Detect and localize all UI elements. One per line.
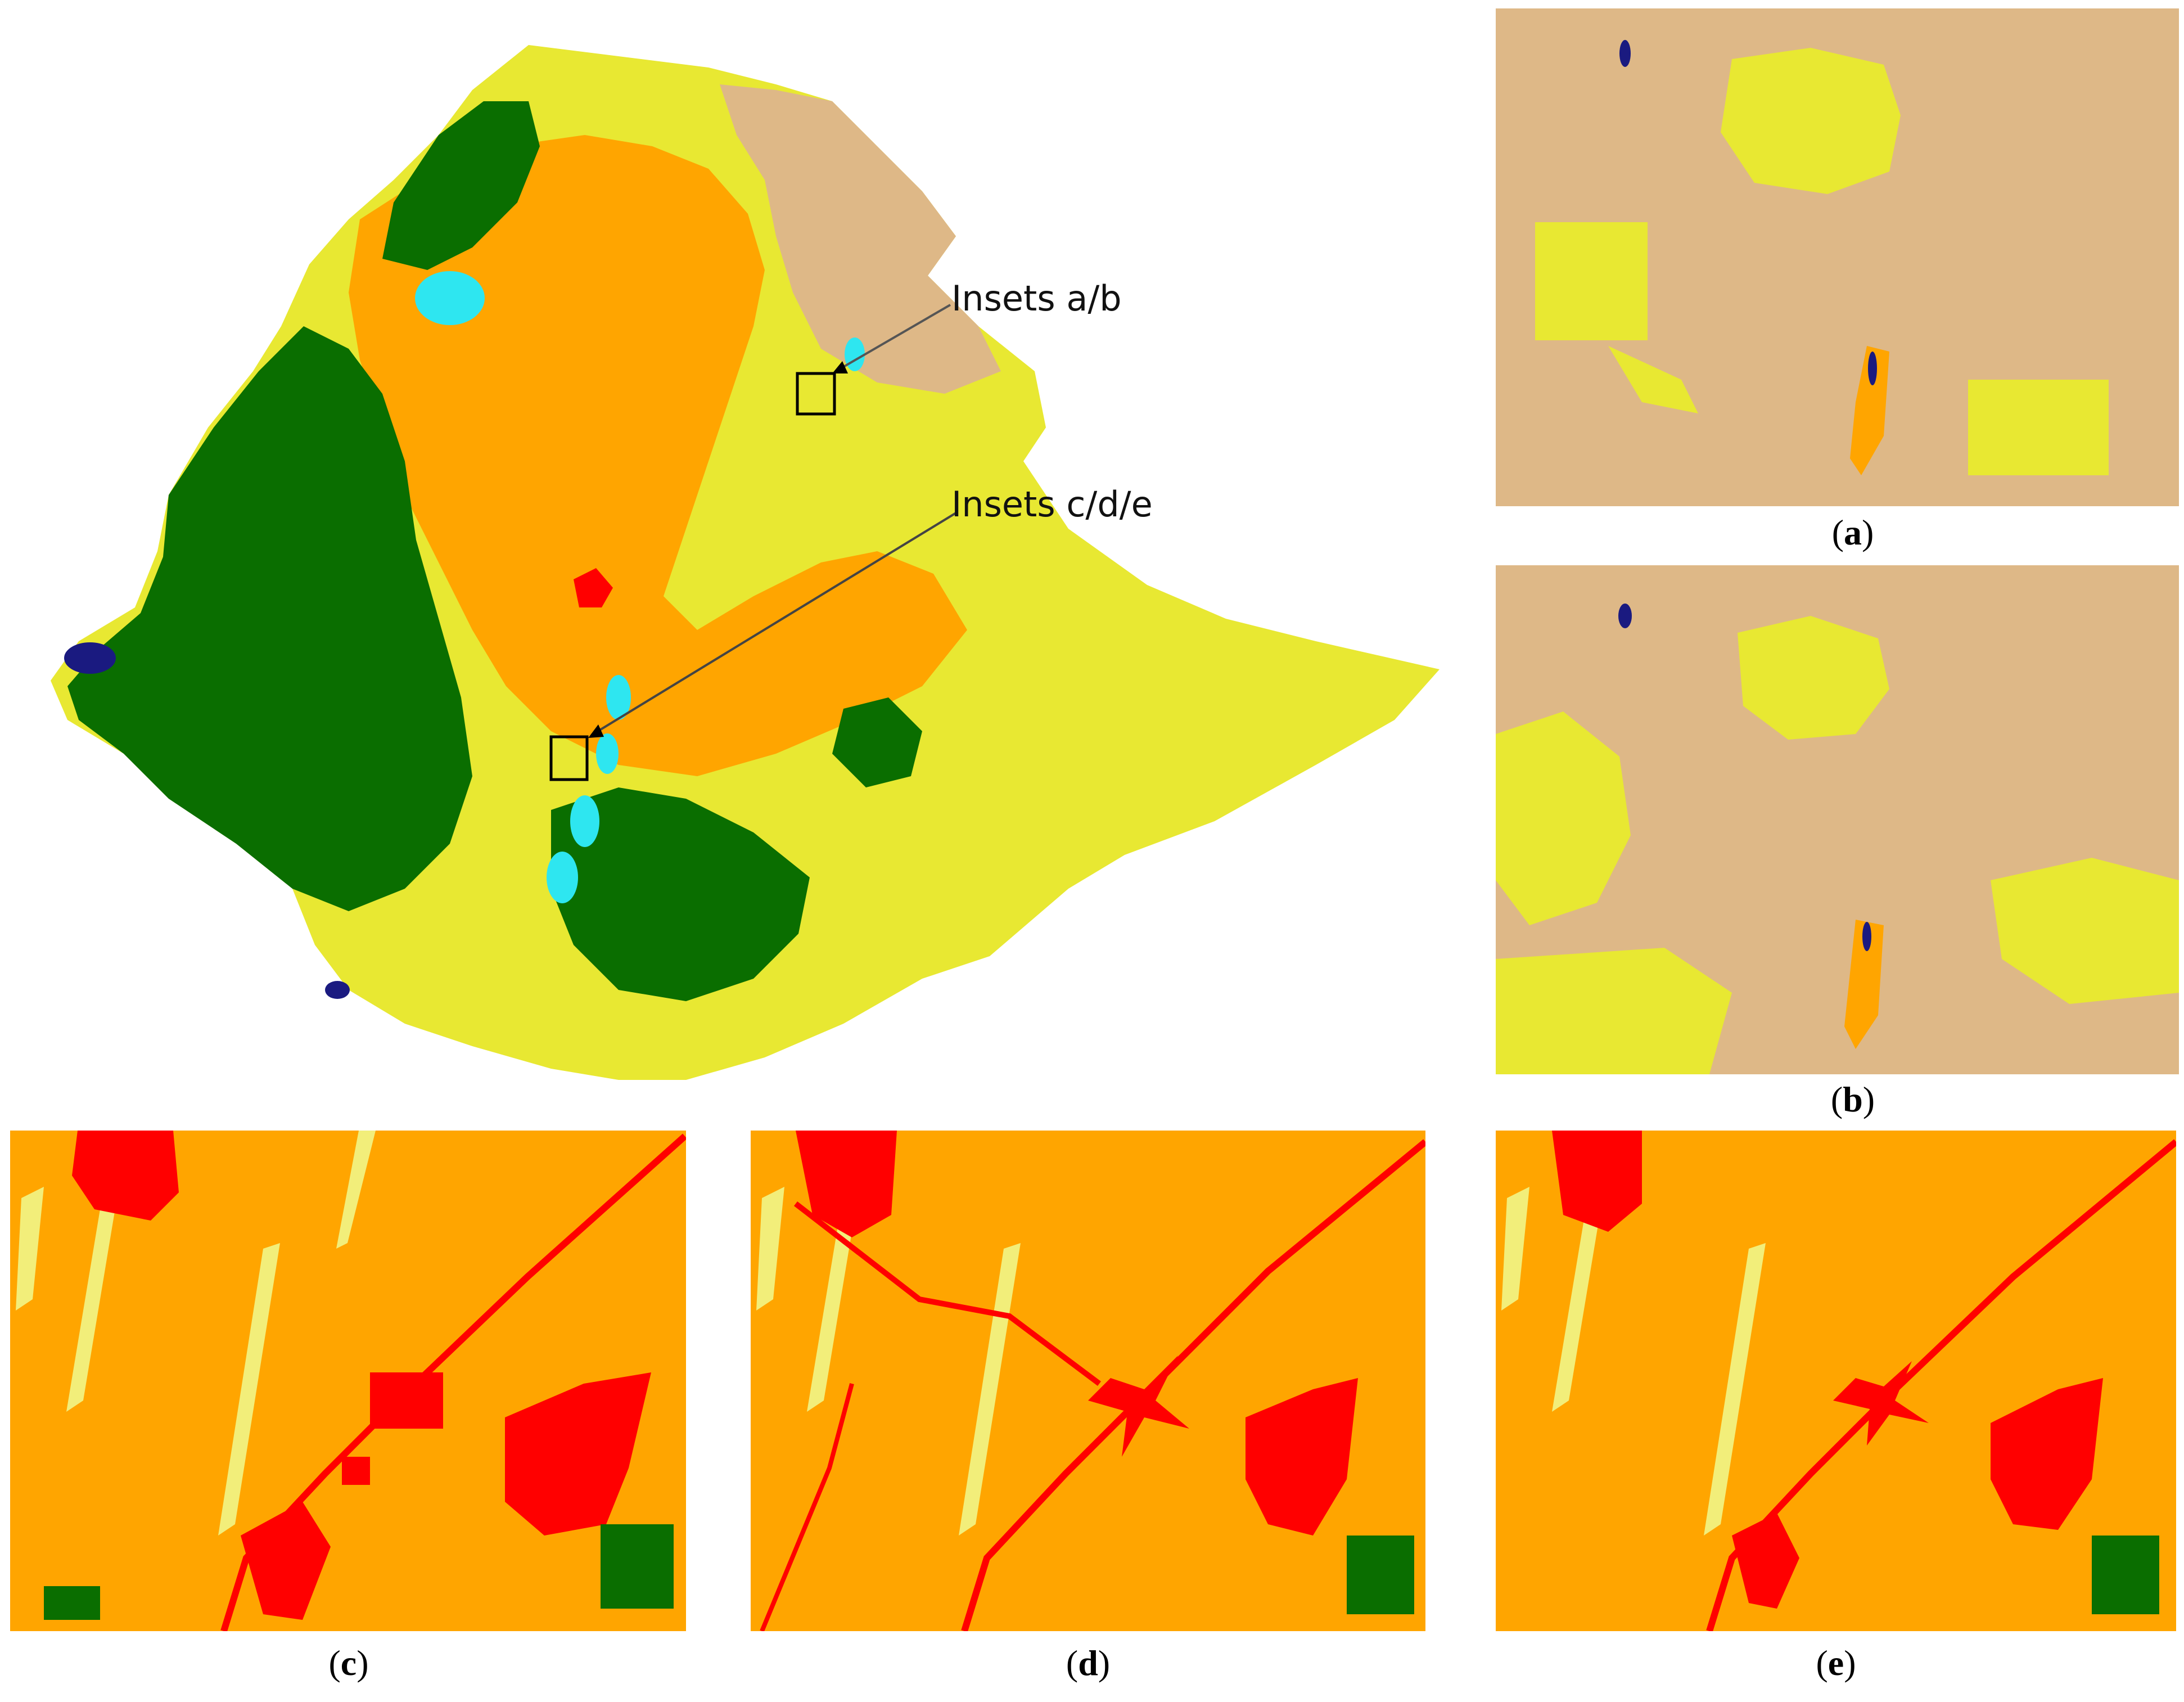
inset-d-map	[751, 1131, 1425, 1631]
shrub-streak-4	[336, 1131, 376, 1249]
leader-line-ab	[837, 304, 951, 371]
shrub-streak-3	[1704, 1243, 1766, 1536]
callout-insets-ab: Insets a/b	[951, 278, 1122, 319]
wetland-spot-1	[1618, 604, 1632, 628]
cropland-region	[349, 135, 967, 776]
urban-block-1	[796, 1131, 897, 1237]
lake-rift-2	[596, 733, 619, 774]
urban-block-2	[1991, 1378, 2103, 1530]
arrowhead-ab	[832, 361, 848, 373]
arrowhead-cde	[588, 724, 604, 738]
leader-line-cde	[592, 512, 957, 735]
shrub-patch-1	[1721, 48, 1901, 194]
lake-afar	[845, 337, 865, 371]
forest-patch-1	[601, 1524, 674, 1609]
shrub-streak-2	[807, 1198, 858, 1412]
shrub-block-2	[1968, 380, 2109, 475]
shrub-streak-1	[1501, 1187, 1529, 1311]
shrub-patch-1	[1738, 616, 1889, 740]
inset-c-map	[10, 1131, 686, 1631]
urban-block-4	[505, 1372, 651, 1536]
urban-star	[1088, 1356, 1189, 1457]
shrub-patch-3	[1496, 948, 1732, 1074]
lake-rift-1	[606, 675, 631, 720]
callout-insets-cde: Insets c/d/e	[951, 484, 1153, 525]
shrub-streak-1	[756, 1187, 784, 1311]
shrub-streak-2	[1552, 1198, 1603, 1412]
urban-block-5	[241, 1502, 331, 1620]
ethiopia-land-cover-map	[45, 34, 1484, 1091]
forest-patch-1	[1347, 1536, 1414, 1614]
caption-b: (b)	[1830, 1079, 1875, 1119]
urban-block-1	[72, 1131, 179, 1221]
lake-tana	[415, 271, 485, 325]
forest-patch-2	[44, 1586, 100, 1620]
lake-rift-4	[547, 852, 578, 903]
forest-patch-1	[2092, 1536, 2159, 1614]
country-map-svg	[51, 45, 1440, 1080]
inset-e-map	[1496, 1131, 2176, 1631]
shrub-patch-2	[1496, 712, 1631, 925]
forest-region-north	[382, 101, 540, 270]
inset-cde-box	[549, 735, 589, 781]
inset-ab-box	[796, 372, 836, 416]
wetland-spot-2	[1862, 922, 1871, 951]
caption-c: (c)	[328, 1643, 369, 1683]
urban-road-3	[760, 1383, 854, 1631]
shrub-streak	[1608, 346, 1698, 413]
wetland-gambela	[64, 642, 116, 674]
urban-block-1	[1552, 1131, 1642, 1232]
inset-b-map	[1496, 565, 2179, 1074]
caption-d: (d)	[1066, 1643, 1111, 1683]
wetland-spot-2	[1868, 352, 1877, 385]
caption-a: (a)	[1831, 512, 1874, 552]
urban-road	[1706, 1139, 2176, 1631]
urban-block-2	[1246, 1378, 1358, 1536]
wetland-south	[325, 981, 350, 999]
forest-region-south	[551, 787, 810, 1001]
urban-addis	[574, 568, 613, 607]
urban-block-3	[342, 1457, 370, 1485]
shrub-streak-3	[218, 1243, 280, 1536]
shrub-patch-4	[1991, 858, 2179, 1004]
forest-patch-southeast	[832, 697, 922, 787]
shrub-streak-2	[66, 1198, 117, 1412]
shrub-block-1	[1535, 222, 1648, 340]
shrub-streak-1	[16, 1187, 44, 1311]
cropland-streak	[1850, 346, 1889, 475]
forest-region-west	[67, 326, 472, 911]
caption-e: (e)	[1816, 1643, 1856, 1683]
inset-a-map	[1496, 8, 2179, 506]
urban-road	[220, 1133, 686, 1631]
wetland-spot-1	[1619, 40, 1631, 67]
urban-road-1	[961, 1139, 1425, 1631]
cropland-streak	[1844, 920, 1884, 1049]
lake-rift-3	[570, 795, 599, 847]
urban-road-2	[793, 1201, 1101, 1386]
